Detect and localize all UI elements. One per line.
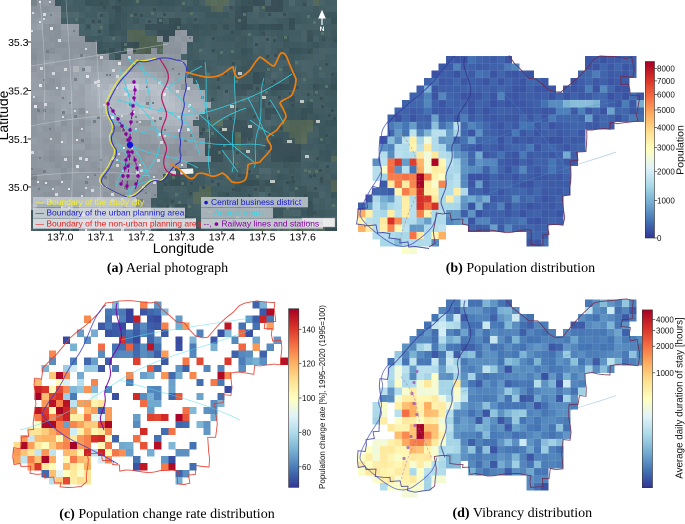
svg-text:100: 100: [302, 394, 316, 403]
svg-text:137.3: 137.3: [168, 232, 194, 244]
svg-text:5000: 5000: [657, 106, 675, 115]
svg-text:— Boundary of the urban planni: — Boundary of the urban planning area: [36, 208, 185, 218]
svg-text:2000: 2000: [656, 342, 674, 351]
svg-text:80: 80: [302, 428, 311, 437]
svg-text:N: N: [320, 26, 325, 33]
svg-text:137.6: 137.6: [290, 232, 316, 244]
svg-text:137.2: 137.2: [128, 232, 154, 244]
svg-text:6000: 6000: [657, 91, 675, 100]
svg-text:35.1: 35.1: [8, 134, 29, 146]
svg-text:(b) Population distribution: (b) Population distribution: [446, 261, 595, 276]
svg-text:--, ● Railway lines and statio: --, ● Railway lines and stations: [204, 218, 320, 228]
svg-text:140: 140: [302, 325, 316, 334]
svg-text:— Arterial roads: — Arterial roads: [204, 208, 265, 218]
svg-text:3000: 3000: [657, 144, 675, 153]
svg-text:Longitude: Longitude: [153, 240, 215, 256]
svg-text:60: 60: [302, 463, 311, 472]
svg-text:137.4: 137.4: [209, 232, 235, 244]
svg-text:Latitude: Latitude: [0, 90, 11, 140]
svg-text:(d) Vibrancy distribution: (d) Vibrancy distribution: [452, 506, 592, 521]
svg-text:0: 0: [657, 234, 662, 243]
svg-text:35.2: 35.2: [8, 85, 29, 97]
svg-text:137.5: 137.5: [249, 232, 275, 244]
svg-text:— Boundary of the non-urban pl: — Boundary of the non-urban planning are…: [36, 218, 202, 228]
svg-text:Population change rate [%], 19: Population change rate [%], 1995–2020 (1…: [318, 305, 327, 489]
svg-text:8000: 8000: [657, 64, 675, 73]
svg-text:137.0: 137.0: [47, 232, 73, 244]
svg-text:2000: 2000: [657, 167, 675, 176]
svg-text:Average daily duration of stay: Average daily duration of stay [hours]: [675, 317, 685, 479]
svg-text:4000: 4000: [657, 123, 675, 132]
svg-text:35.0: 35.0: [8, 182, 29, 194]
svg-text:— Boundary of the study city: — Boundary of the study city: [36, 197, 145, 207]
svg-text:(c) Population change rate dis: (c) Population change rate distribution: [59, 507, 274, 522]
svg-text:1000: 1000: [656, 369, 674, 378]
svg-text:35.3: 35.3: [8, 37, 29, 49]
svg-text:● Central business district: ● Central business district: [204, 197, 302, 207]
svg-text:(a) Aerial photograph: (a) Aerial photograph: [107, 261, 228, 276]
svg-text:3000: 3000: [656, 327, 674, 336]
svg-text:Population: Population: [675, 125, 685, 175]
svg-text:1000: 1000: [657, 197, 675, 206]
svg-text:4000: 4000: [656, 316, 674, 325]
svg-text:120: 120: [302, 360, 316, 369]
svg-text:137.1: 137.1: [88, 232, 114, 244]
svg-text:7000: 7000: [657, 77, 675, 86]
